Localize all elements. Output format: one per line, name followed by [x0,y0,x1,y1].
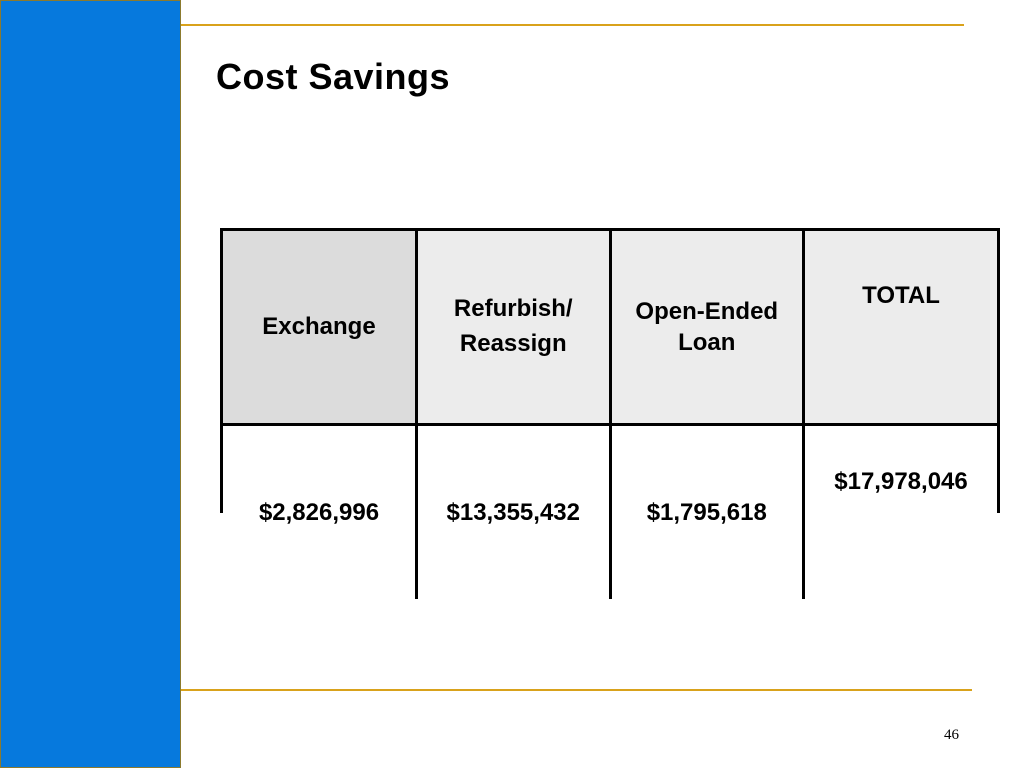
table-header-row: Exchange Refurbish/ Reassign Open-Ended … [223,231,997,426]
header-refurbish-label-line2: Reassign [459,330,567,357]
header-exchange-label: Exchange [262,312,376,340]
side-accent-bar [0,0,181,768]
top-divider-line [181,24,964,26]
header-exchange: Exchange [223,231,418,426]
value-refurbish-reassign: $13,355,432 [415,423,612,599]
header-open-ended-label-line1: Open-Ended [635,297,779,325]
cost-savings-table: Exchange Refurbish/ Reassign Open-Ended … [220,228,1000,599]
header-open-ended-loan: Open-Ended Loan [608,231,805,426]
header-open-ended-label-line2: Loan [678,329,736,356]
header-total-label: TOTAL [862,282,940,309]
value-exchange: $2,826,996 [223,423,418,599]
value-open-ended-loan: $1,795,618 [608,423,805,599]
header-refurbish-label-line1: Refurbish/ [453,295,573,323]
value-total: $17,978,046 [802,423,997,599]
page-number: 46 [944,727,959,743]
slide-title: Cost Savings [216,56,451,97]
bottom-divider-line [181,689,972,691]
table-row: $2,826,996 $13,355,432 $1,795,618 $17,97… [223,423,997,599]
header-total: TOTAL [802,231,997,426]
header-refurbish-reassign: Refurbish/ Reassign [415,231,612,426]
